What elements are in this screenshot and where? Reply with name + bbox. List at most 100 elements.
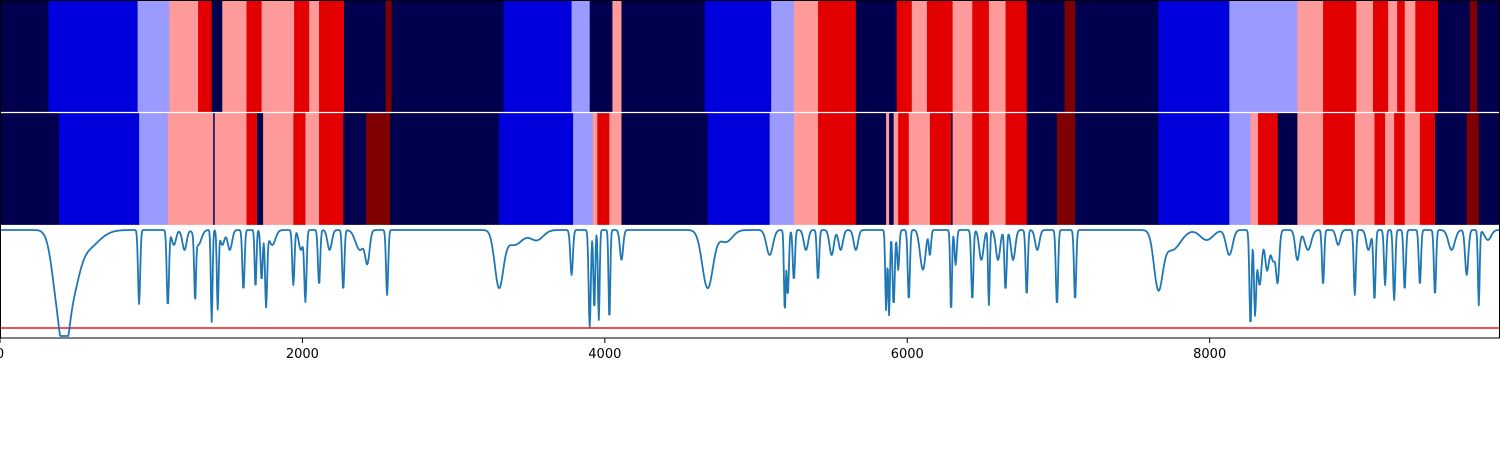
state-segment xyxy=(222,113,247,225)
state-segment xyxy=(1419,113,1436,225)
state-segment xyxy=(222,0,247,112)
state-segment xyxy=(1297,113,1324,225)
state-segment xyxy=(1250,113,1259,225)
state-segment xyxy=(213,113,216,225)
state-segment xyxy=(1075,0,1159,112)
state-segment xyxy=(1277,113,1298,225)
state-segment xyxy=(988,0,1007,112)
state-segment xyxy=(1438,0,1471,112)
state-segment xyxy=(293,113,306,225)
state-segment xyxy=(929,113,952,225)
state-segment xyxy=(137,0,170,112)
state-segment xyxy=(214,113,223,225)
state-segment xyxy=(343,113,367,225)
state-segment xyxy=(621,0,706,112)
x-tick-label: 2000 xyxy=(286,347,319,362)
line-panel-background xyxy=(0,226,1500,338)
state-segment xyxy=(855,0,898,112)
state-segment xyxy=(1477,0,1500,112)
score-line-panel xyxy=(0,0,1500,339)
state-segment xyxy=(908,113,931,225)
state-segment xyxy=(1388,0,1398,112)
state-segment xyxy=(1372,0,1389,112)
state-segment xyxy=(926,0,954,112)
state-segment xyxy=(1356,0,1374,112)
state-segment xyxy=(1397,0,1406,112)
state-segment xyxy=(951,113,954,225)
x-tick-label: 6000 xyxy=(891,347,924,362)
x-axis: 0 2000 4000 6000 8000 xyxy=(0,338,1226,362)
state-segment xyxy=(793,113,819,225)
state-segment xyxy=(503,0,573,112)
score-line xyxy=(0,229,1500,337)
state-segment xyxy=(1056,113,1076,225)
track-dividers xyxy=(0,111,1500,227)
state-segment xyxy=(1026,0,1066,112)
state-segment xyxy=(498,113,574,225)
state-segment xyxy=(771,0,795,112)
state-segment xyxy=(612,0,622,112)
state-segment xyxy=(1385,113,1395,225)
state-segment xyxy=(571,0,591,112)
state-segment xyxy=(704,0,772,112)
state-segment xyxy=(1297,0,1324,112)
state-segment xyxy=(972,0,990,112)
state-segment xyxy=(1374,113,1386,225)
state-segment xyxy=(344,0,387,112)
state-segment xyxy=(592,113,598,225)
state-segment xyxy=(621,113,709,225)
state-segment xyxy=(1354,113,1375,225)
state-segment xyxy=(1394,113,1406,225)
x-tick-label: 4000 xyxy=(588,347,621,362)
state-segment xyxy=(263,113,294,225)
state-segment xyxy=(1478,113,1500,225)
state-segment xyxy=(1026,113,1058,225)
state-segment xyxy=(988,113,1007,225)
state-segment xyxy=(48,0,139,112)
state-segment xyxy=(1466,113,1480,225)
state-segment xyxy=(319,0,345,112)
x-tick-label: 0 xyxy=(0,347,4,362)
state-segment xyxy=(365,113,391,225)
state-segment xyxy=(319,113,344,225)
state-segment xyxy=(707,113,771,225)
state-segment xyxy=(893,113,899,225)
x-tick-label: 8000 xyxy=(1193,347,1226,362)
state-segment xyxy=(952,113,973,225)
state-segment xyxy=(1005,0,1028,112)
state-segment xyxy=(818,113,857,225)
state-segment xyxy=(898,113,910,225)
state-segment xyxy=(855,113,887,225)
state-segment xyxy=(589,0,613,112)
state-segment xyxy=(169,0,199,112)
state-tracks xyxy=(0,0,1500,225)
state-segment xyxy=(198,0,213,112)
state-segment xyxy=(911,0,928,112)
state-segment xyxy=(257,113,264,225)
state-segment xyxy=(793,0,819,112)
state-segment xyxy=(952,0,973,112)
state-segment xyxy=(0,113,60,225)
state-segment xyxy=(818,0,857,112)
state-segment xyxy=(246,113,258,225)
state-segment xyxy=(294,0,310,112)
state-segment xyxy=(391,0,505,112)
state-segment xyxy=(1434,113,1468,225)
state-segment xyxy=(1258,113,1279,225)
state-segment xyxy=(1404,0,1416,112)
state-segment xyxy=(1158,113,1230,225)
state-segment xyxy=(769,113,795,225)
state-segment xyxy=(211,0,223,112)
state-segment xyxy=(889,113,895,225)
state-segment xyxy=(1415,0,1439,112)
state-segment xyxy=(246,0,263,112)
state-segment xyxy=(972,113,990,225)
state-segment xyxy=(0,0,49,112)
state-segment xyxy=(1469,0,1478,112)
state-segment xyxy=(305,113,320,225)
state-segment xyxy=(896,0,913,112)
state-segment xyxy=(1064,0,1076,112)
state-segment xyxy=(58,113,140,225)
state-segment xyxy=(139,113,169,225)
